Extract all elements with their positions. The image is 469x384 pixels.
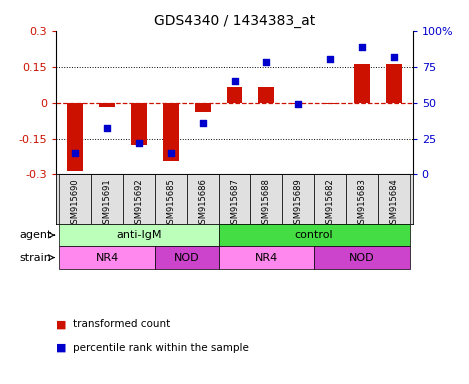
Bar <box>258 87 274 103</box>
Point <box>199 120 206 126</box>
Bar <box>354 64 370 103</box>
Point <box>135 140 143 146</box>
Bar <box>187 174 219 224</box>
Bar <box>314 174 346 224</box>
Bar <box>91 174 123 224</box>
Text: ■: ■ <box>56 343 67 353</box>
Text: GSM915687: GSM915687 <box>230 179 239 229</box>
Text: agent: agent <box>19 230 52 240</box>
Text: GSM915691: GSM915691 <box>103 179 112 229</box>
Text: GSM915689: GSM915689 <box>294 179 303 229</box>
Text: GSM915685: GSM915685 <box>166 179 175 229</box>
Text: GSM915682: GSM915682 <box>325 179 334 229</box>
Point <box>167 150 174 156</box>
Bar <box>163 103 179 161</box>
Point <box>326 56 334 63</box>
Bar <box>131 103 147 144</box>
Bar <box>386 64 401 103</box>
Bar <box>155 247 219 269</box>
Bar <box>378 174 409 224</box>
Bar <box>346 174 378 224</box>
Text: NOD: NOD <box>174 253 200 263</box>
Bar <box>219 224 409 247</box>
Point <box>295 101 302 107</box>
Bar <box>322 103 338 104</box>
Point <box>263 59 270 65</box>
Title: GDS4340 / 1434383_at: GDS4340 / 1434383_at <box>154 14 315 28</box>
Text: GSM915684: GSM915684 <box>389 179 398 229</box>
Point <box>390 53 397 60</box>
Bar <box>314 247 409 269</box>
Text: transformed count: transformed count <box>73 319 170 329</box>
Text: NR4: NR4 <box>255 253 278 263</box>
Bar <box>250 174 282 224</box>
Point <box>72 150 79 156</box>
Bar <box>60 224 219 247</box>
Text: strain: strain <box>20 253 52 263</box>
Bar <box>219 247 314 269</box>
Bar <box>68 103 83 171</box>
Bar <box>282 174 314 224</box>
Text: GSM915686: GSM915686 <box>198 179 207 229</box>
Text: percentile rank within the sample: percentile rank within the sample <box>73 343 249 353</box>
Bar <box>227 87 242 103</box>
Text: GSM915692: GSM915692 <box>135 179 144 229</box>
Bar <box>60 174 91 224</box>
Bar <box>290 103 306 104</box>
Text: NOD: NOD <box>349 253 375 263</box>
Text: anti-IgM: anti-IgM <box>116 230 162 240</box>
Bar <box>60 247 155 269</box>
Point <box>104 126 111 132</box>
Point <box>231 78 238 84</box>
Bar <box>99 103 115 108</box>
Text: GSM915690: GSM915690 <box>71 179 80 229</box>
Bar <box>219 174 250 224</box>
Text: GSM915683: GSM915683 <box>357 179 366 229</box>
Bar <box>195 103 211 112</box>
Bar <box>155 174 187 224</box>
Bar <box>123 174 155 224</box>
Text: control: control <box>295 230 333 240</box>
Point <box>358 43 365 50</box>
Text: GSM915688: GSM915688 <box>262 179 271 229</box>
Text: NR4: NR4 <box>96 253 119 263</box>
Text: ■: ■ <box>56 319 67 329</box>
